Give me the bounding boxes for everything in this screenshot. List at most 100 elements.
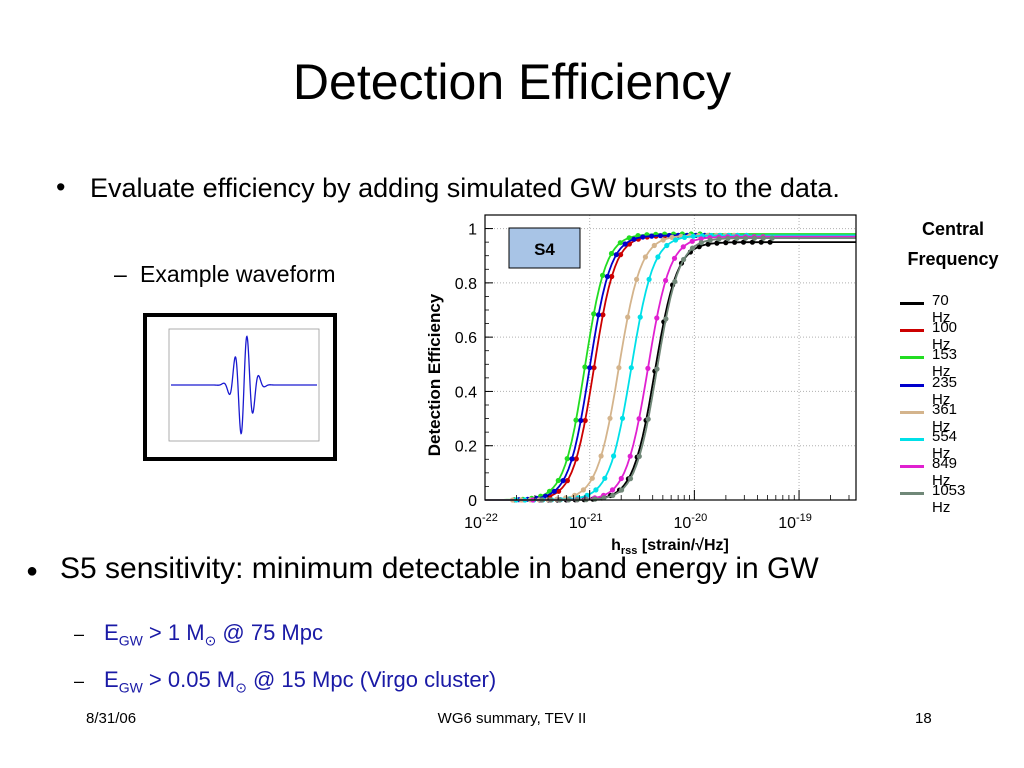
bullet-marker: • xyxy=(56,172,66,202)
distance-text: @ 75 Mpc xyxy=(216,620,323,645)
legend-label: 361 Hz xyxy=(932,400,958,435)
waveform-plot xyxy=(168,328,320,442)
series-point-849-hz xyxy=(618,475,624,482)
series-point-361-hz xyxy=(642,254,648,260)
x-tick-label: 10-22 xyxy=(464,512,498,532)
series-point-1053-hz xyxy=(681,256,687,263)
y-tick-label: 0 xyxy=(468,493,477,510)
legend-title-line2: Frequency xyxy=(907,249,999,269)
series-point-153-hz xyxy=(600,272,606,278)
series-point-1053-hz xyxy=(672,279,678,285)
series-point-849-hz xyxy=(627,453,633,459)
legend-swatch xyxy=(900,410,924,414)
series-point-70-hz xyxy=(714,240,720,246)
series-point-849-hz xyxy=(654,315,660,321)
series-point-100-hz xyxy=(573,456,579,462)
series-point-153-hz xyxy=(582,364,588,370)
legend-label: 100 Hz xyxy=(932,319,958,354)
legend-swatch xyxy=(900,356,924,360)
series-point-554-hz xyxy=(646,276,652,282)
series-point-153-hz xyxy=(555,477,561,484)
series-point-1053-hz xyxy=(663,316,669,322)
series-point-235-hz xyxy=(587,365,593,371)
series-line-554-hz xyxy=(485,234,856,501)
series-point-1053-hz xyxy=(689,245,696,251)
series-point-554-hz xyxy=(602,475,608,481)
series-point-235-hz xyxy=(613,252,619,258)
series-point-361-hz xyxy=(651,242,657,249)
series-point-554-hz xyxy=(664,242,670,249)
sub-bullet-label: Example waveform xyxy=(140,261,336,287)
series-point-1053-hz xyxy=(769,235,775,241)
series-point-153-hz xyxy=(573,417,579,423)
series-point-100-hz xyxy=(564,478,570,484)
distance-text: @ 15 Mpc (Virgo cluster) xyxy=(246,667,497,692)
legend-title-line1: Central xyxy=(921,219,984,239)
series-point-554-hz xyxy=(637,314,643,320)
chart-ticks: 0 0.2 0.4 0.6 0.8 1 10-22 10-21 10-20 10-19 xyxy=(455,222,850,532)
legend-label: 1053 Hz xyxy=(932,482,966,517)
series-point-1053-hz xyxy=(636,453,642,459)
series-point-1053-hz xyxy=(645,416,651,422)
series-point-1053-hz xyxy=(698,240,704,246)
series-point-849-hz xyxy=(609,487,616,493)
series-point-235-hz xyxy=(595,312,602,318)
y-tick-label: 0.2 xyxy=(455,439,477,456)
series-point-361-hz xyxy=(607,415,613,421)
series-point-70-hz xyxy=(758,239,764,245)
series-point-1053-hz xyxy=(725,235,731,242)
x-tick-label: 10-20 xyxy=(674,512,708,532)
series-point-1053-hz xyxy=(751,235,758,241)
series-point-361-hz xyxy=(598,453,604,459)
series-point-849-hz xyxy=(663,277,669,284)
series-point-361-hz xyxy=(625,314,631,320)
sun-symbol: ⊙ xyxy=(235,679,247,696)
energy-subscript: GW xyxy=(118,679,143,696)
series-point-361-hz xyxy=(634,276,640,282)
dash-marker: – xyxy=(74,671,85,691)
legend-label: 849 Hz xyxy=(932,455,958,490)
series-point-100-hz xyxy=(609,273,615,280)
legend-swatch xyxy=(900,302,924,305)
x-axis-label: hrss [strain/√Hz] xyxy=(611,537,729,557)
series-line-849-hz xyxy=(485,235,856,501)
series-point-70-hz xyxy=(705,241,711,247)
series-point-554-hz xyxy=(619,415,626,421)
example-waveform-image xyxy=(143,313,337,461)
legend-label: 235 Hz xyxy=(932,373,958,408)
sub-bullet-example-waveform: – Example waveform xyxy=(114,260,336,288)
sun-symbol: ⊙ xyxy=(204,632,217,649)
series-point-153-hz xyxy=(564,456,570,462)
series-point-1053-hz xyxy=(627,476,634,482)
series-point-100-hz xyxy=(582,417,588,424)
sub-item-energy-virgo: – EGW > 0.05 M⊙ @ 15 Mpc (Virgo cluster) xyxy=(74,667,496,696)
series-point-361-hz xyxy=(660,237,666,243)
svg-text:hrss [strain/√Hz]: hrss [strain/√Hz] xyxy=(611,537,729,557)
series-point-235-hz xyxy=(551,488,557,494)
bullet-s5-sensitivity: S5 sensitivity: minimum detectable in ba… xyxy=(60,552,819,585)
series-line-100-hz xyxy=(485,234,856,501)
series-line-235-hz xyxy=(485,234,856,501)
series-point-100-hz xyxy=(556,488,562,494)
legend-swatch xyxy=(900,383,924,387)
series-point-153-hz xyxy=(591,311,597,317)
y-tick-label: 0.6 xyxy=(455,330,477,347)
series-point-554-hz xyxy=(690,233,696,239)
series-point-153-hz xyxy=(617,240,623,246)
slide-title: Detection Efficiency xyxy=(292,54,732,110)
series-point-153-hz xyxy=(608,250,615,257)
energy-subscript: GW xyxy=(118,632,143,649)
series-point-100-hz xyxy=(600,312,606,318)
series-point-70-hz xyxy=(749,239,755,245)
series-point-849-hz xyxy=(645,365,651,371)
efficiency-chart: 0 0.2 0.4 0.6 0.8 1 10-22 10-21 10-20 10-19 S4 De… xyxy=(425,214,857,557)
series-point-554-hz xyxy=(593,487,599,493)
series-point-1053-hz xyxy=(743,235,749,241)
energy-symbol: E xyxy=(104,667,119,692)
series-point-235-hz xyxy=(604,273,610,280)
series-point-361-hz xyxy=(669,234,675,240)
series-point-849-hz xyxy=(636,416,642,422)
y-tick-label: 1 xyxy=(468,222,477,239)
y-tick-label: 0.4 xyxy=(455,384,477,401)
bullet-marker: ● xyxy=(26,560,39,582)
